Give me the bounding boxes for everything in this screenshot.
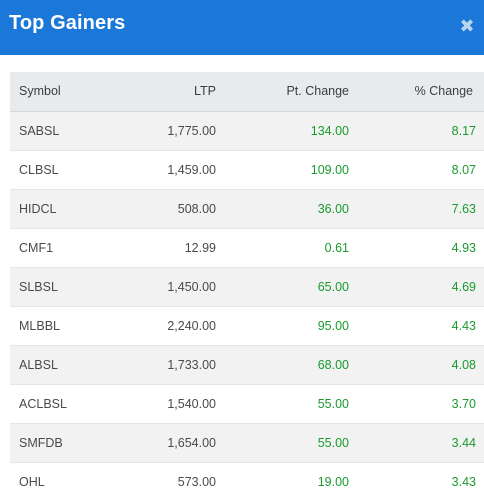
cell-ltp: 1,775.00 (121, 110, 216, 150)
table-row[interactable]: SABSL 1,775.00 134.00 8.17 (10, 110, 484, 150)
close-icon[interactable]: ✖ (459, 16, 475, 36)
cell-ltp: 1,540.00 (121, 383, 216, 423)
table-row[interactable]: OHL 573.00 19.00 3.43 (10, 461, 484, 494)
column-header-ltp[interactable]: LTP (121, 72, 216, 112)
table-row[interactable]: ALBSL 1,733.00 68.00 4.08 (10, 344, 484, 384)
cell-pct-change: 4.08 (349, 344, 484, 384)
cell-ltp: 2,240.00 (121, 305, 216, 345)
cell-symbol[interactable]: CLBSL (10, 149, 121, 189)
gainers-table-container: Symbol LTP Pt. Change % Change SABSL 1,77… (10, 72, 484, 494)
cell-pt-change: 55.00 (216, 383, 349, 423)
cell-pct-change: 8.17 (349, 110, 484, 150)
cell-ltp: 573.00 (121, 461, 216, 494)
cell-pt-change: 55.00 (216, 422, 349, 462)
cell-pt-change: 109.00 (216, 149, 349, 189)
cell-pct-change: 3.44 (349, 422, 484, 462)
cell-ltp: 1,450.00 (121, 266, 216, 306)
cell-pt-change: 134.00 (216, 110, 349, 150)
modal-title: Top Gainers (9, 12, 126, 34)
table-row[interactable]: CMF1 12.99 0.61 4.93 (10, 227, 484, 267)
table-row[interactable]: SLBSL 1,450.00 65.00 4.69 (10, 266, 484, 306)
table-body: SABSL 1,775.00 134.00 8.17 CLBSL 1,459.00 109.… (10, 110, 484, 494)
table-row[interactable]: HIDCL 508.00 36.00 7.63 (10, 188, 484, 228)
cell-symbol[interactable]: HIDCL (10, 188, 121, 228)
cell-pct-change: 8.07 (349, 149, 484, 189)
table-header: Symbol LTP Pt. Change % Change (10, 72, 484, 112)
cell-ltp: 1,654.00 (121, 422, 216, 462)
cell-symbol[interactable]: SABSL (10, 110, 121, 150)
cell-symbol[interactable]: SMFDB (10, 422, 121, 462)
cell-symbol[interactable]: MLBBL (10, 305, 121, 345)
cell-pct-change: 3.43 (349, 461, 484, 494)
cell-symbol[interactable]: OHL (10, 461, 121, 494)
table-header-row: Symbol LTP Pt. Change % Change (10, 72, 484, 112)
table-row[interactable]: ACLBSL 1,540.00 55.00 3.70 (10, 383, 484, 423)
modal-header: Top Gainers ✖ (0, 0, 484, 55)
cell-pt-change: 36.00 (216, 188, 349, 228)
column-header-pt-change[interactable]: Pt. Change (216, 72, 349, 112)
cell-pct-change: 7.63 (349, 188, 484, 228)
cell-pt-change: 95.00 (216, 305, 349, 345)
cell-pct-change: 4.69 (349, 266, 484, 306)
table-row[interactable]: CLBSL 1,459.00 109.00 8.07 (10, 149, 484, 189)
cell-pt-change: 65.00 (216, 266, 349, 306)
cell-pt-change: 19.00 (216, 461, 349, 494)
cell-ltp: 508.00 (121, 188, 216, 228)
cell-ltp: 1,459.00 (121, 149, 216, 189)
cell-pt-change: 68.00 (216, 344, 349, 384)
cell-symbol[interactable]: CMF1 (10, 227, 121, 267)
column-header-pct-change[interactable]: % Change (349, 72, 484, 112)
cell-symbol[interactable]: ALBSL (10, 344, 121, 384)
cell-ltp: 12.99 (121, 227, 216, 267)
cell-symbol[interactable]: ACLBSL (10, 383, 121, 423)
cell-pct-change: 4.43 (349, 305, 484, 345)
cell-symbol[interactable]: SLBSL (10, 266, 121, 306)
cell-pct-change: 3.70 (349, 383, 484, 423)
gainers-table: Symbol LTP Pt. Change % Change SABSL 1,77… (10, 72, 484, 494)
cell-ltp: 1,733.00 (121, 344, 216, 384)
table-row[interactable]: MLBBL 2,240.00 95.00 4.43 (10, 305, 484, 345)
cell-pct-change: 4.93 (349, 227, 484, 267)
table-row[interactable]: SMFDB 1,654.00 55.00 3.44 (10, 422, 484, 462)
cell-pt-change: 0.61 (216, 227, 349, 267)
column-header-symbol[interactable]: Symbol (10, 72, 121, 112)
